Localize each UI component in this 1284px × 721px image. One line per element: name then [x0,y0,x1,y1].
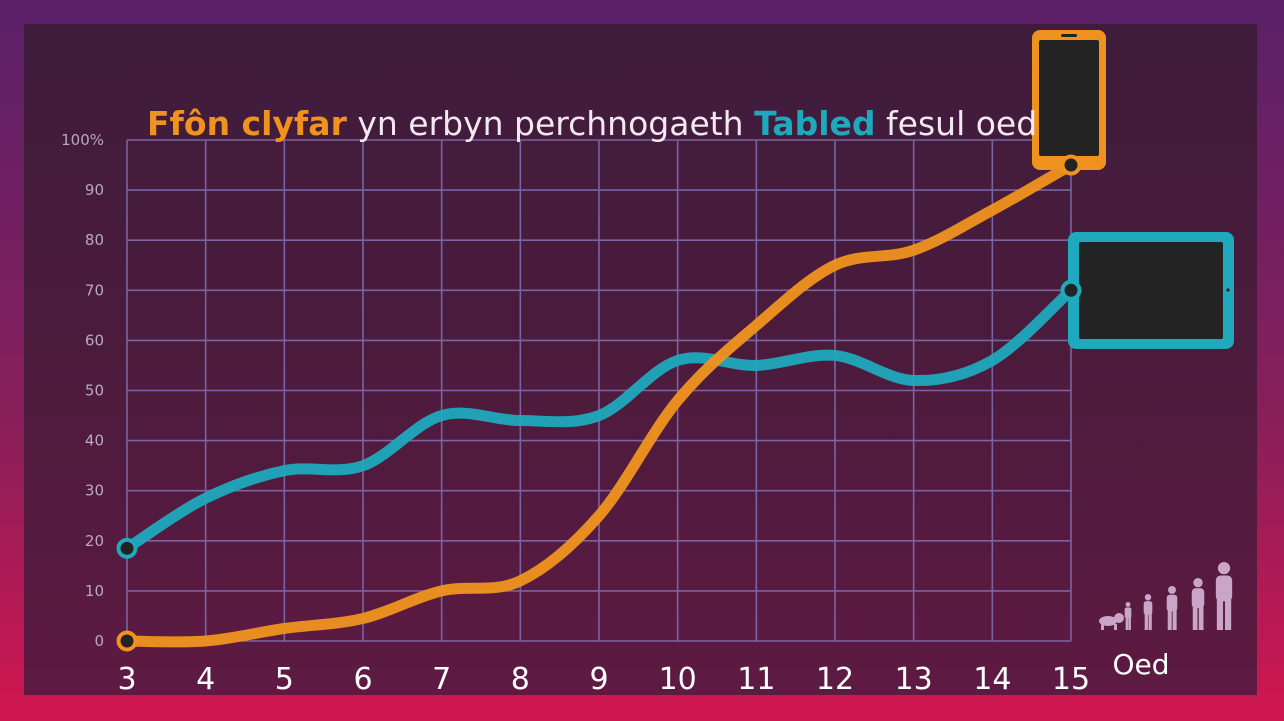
y-tick-label: 10 [85,582,104,600]
phone-data-point [116,630,138,652]
title-end-part: fesul oed [875,104,1038,143]
title-phone-part: Ffôn clyfar [147,104,347,143]
chart-panel: 0 10 20 30 40 50 60 70 80 90 100% 3 4 5 6 7 8 9 10 11 12 13 14… [24,24,1257,695]
x-tick-label: 10 [659,662,697,695]
x-tick-label: 7 [432,662,451,695]
y-tick-label: 0 [94,632,104,650]
title-middle-part: yn erbyn perchnogaeth [346,104,755,143]
x-axis-label: Oed [1112,648,1169,681]
x-tick-label: 12 [816,662,854,695]
x-tick-label: 14 [973,662,1011,695]
tablet-data-point [116,537,138,559]
x-tick-label: 9 [589,662,608,695]
y-tick-label: 20 [85,532,104,550]
x-tick-label: 5 [275,662,294,695]
smartphone-icon [1032,30,1106,170]
line-chart: 0 10 20 30 40 50 60 70 80 90 100% 3 4 5 6 7 8 9 10 11 12 13 14… [61,30,1234,695]
y-tick-label: 30 [85,482,104,500]
x-tick-label: 15 [1052,662,1090,695]
tablet-data-point [1060,279,1082,301]
y-tick-label: 50 [85,382,104,400]
human-growth-icon [1099,562,1233,630]
tablet-icon [1068,232,1234,349]
x-tick-label: 4 [196,662,215,695]
series-line-tablet [121,284,1077,554]
series-line-phone [121,159,1077,648]
chart-title: Ffôn clyfar yn erbyn perchnogaeth Tabled… [147,104,1037,143]
x-tick-label: 3 [117,662,136,695]
y-tick-label: 80 [85,231,104,249]
y-tick-label: 60 [85,331,104,349]
x-tick-label: 13 [895,662,933,695]
y-tick-label: 90 [85,181,104,199]
y-tick-label: 70 [85,281,104,299]
title-tablet-part: Tabled [754,104,876,143]
x-tick-label: 8 [511,662,530,695]
x-tick-label: 11 [737,662,775,695]
y-tick-label: 100% [61,131,104,149]
phone-data-point [1060,154,1082,176]
y-tick-label: 40 [85,432,104,450]
x-tick-label: 6 [353,662,372,695]
